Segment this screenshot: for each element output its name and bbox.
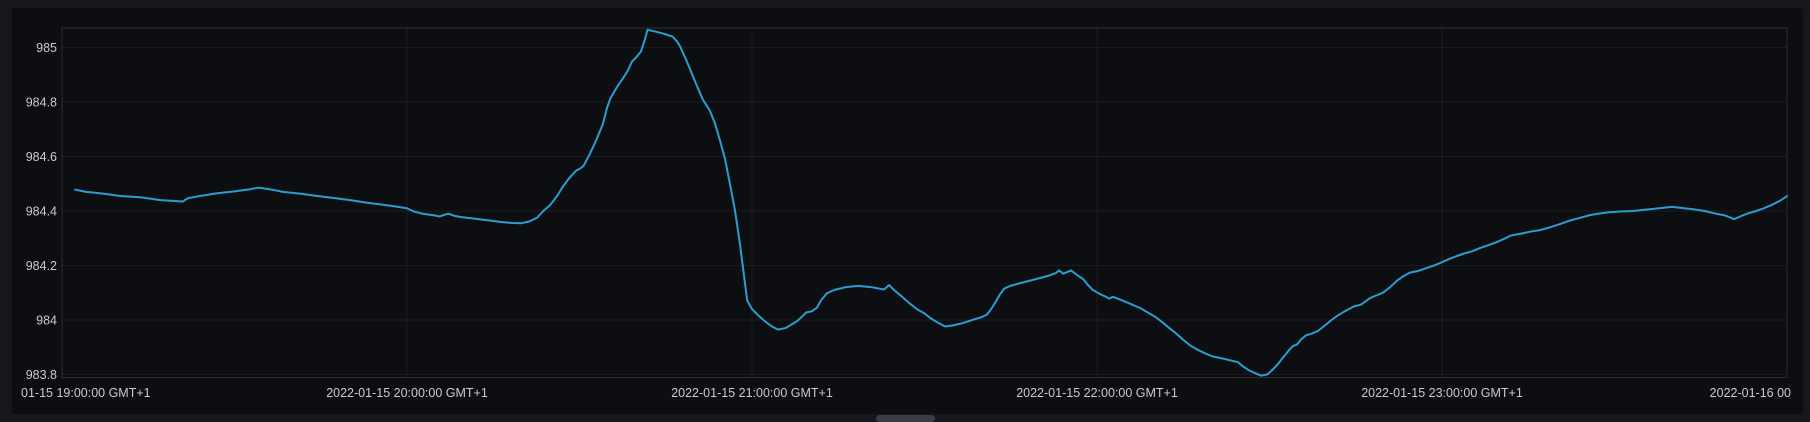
y-axis-tick-label: 985 — [36, 41, 57, 55]
pressure-series-line — [74, 28, 1788, 377]
axis-labels: 985 984.8 984.6 984.4 984.2 984 983.8 01-15 19:… — [21, 41, 1791, 400]
y-axis-tick-label: 984.8 — [26, 96, 57, 110]
plot-border — [61, 27, 1788, 378]
x-axis-tick-label: 2022-01-15 22:00:00 GMT+1 — [1016, 386, 1178, 400]
x-axis-tick-label: 01-15 19:00:00 GMT+1 — [21, 386, 151, 400]
horizontal-scrollbar-thumb[interactable] — [876, 415, 935, 422]
y-axis-tick-label: 984.4 — [26, 205, 57, 219]
grid-lines — [62, 28, 1787, 378]
x-axis-tick-label: 2022-01-16 00 — [1710, 386, 1791, 400]
x-axis-tick-label: 2022-01-15 23:00:00 GMT+1 — [1361, 386, 1523, 400]
y-axis-tick-label: 983.8 — [26, 368, 57, 382]
y-axis-tick-label: 984.2 — [26, 259, 57, 273]
timeseries-panel — [12, 8, 1803, 414]
horizontal-scrollbar-track[interactable] — [0, 414, 1810, 422]
y-axis-tick-label: 984 — [36, 314, 57, 328]
y-axis-tick-label: 984.6 — [26, 150, 57, 164]
x-axis-tick-label: 2022-01-15 21:00:00 GMT+1 — [671, 386, 833, 400]
x-axis-tick-label: 2022-01-15 20:00:00 GMT+1 — [326, 386, 488, 400]
